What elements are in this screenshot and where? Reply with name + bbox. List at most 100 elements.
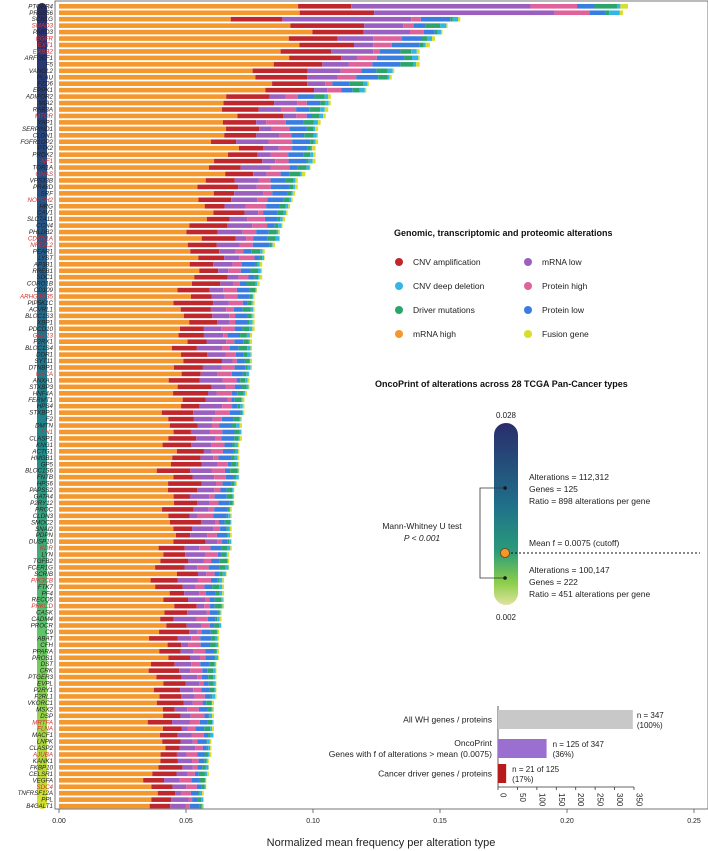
bar-segment-fusion [209,752,212,757]
gene-label: P2RX1 [33,339,53,346]
bar-segment-mrna-low [331,49,374,54]
bar-segment-prot-low [288,158,307,164]
gene-label: EXT1 [38,42,53,49]
bar-segment-prot-low [189,803,200,809]
bar-segment-prot-high [191,732,204,738]
bar-segment-mrna-high [59,461,171,467]
gene-labels-group: PTGER4PRSS56SCN1GSMAD3PARD3EGFREXT1ERBB2… [18,3,55,810]
bar-segment-fusion [220,610,222,615]
bar-segment-mrna-high [59,410,162,415]
bar-segment-prot-high [216,481,223,486]
bar-segment-mrna-high [59,36,289,41]
gene-label: GATA4 [34,494,54,501]
gene-label: MSX2 [36,706,53,713]
bar-segment-driver [229,500,233,506]
gene-label: NF1 [41,158,53,165]
bar-segment-mrna-high [59,249,191,254]
bar-segment-cnv-del [247,365,251,370]
bar-segment-cnv-del [609,10,620,16]
mean-cutoff-label: Mean f = 0.0075 (cutoff) [529,538,619,548]
bar-segment-driver [206,739,208,744]
bar-segment-mrna-low [177,636,192,641]
bar-segment-fusion [248,371,250,377]
bar-segment-driver [207,668,214,673]
bar-segment-fusion [228,565,230,570]
bar-segment-cnv-amp [149,803,171,809]
bar-segment-prot-low [210,545,222,551]
bar-segment-mrna-high [59,287,178,293]
bar-segment-cnv-amp [173,474,193,480]
bar-segment-mrna-high [59,745,166,751]
gene-label: PR48D [33,184,53,191]
bar-segment-mrna-low [217,320,230,325]
bar-segment-prot-low [198,758,205,764]
bar-segment-prot-high [197,565,209,570]
gene-label: FN1 [41,429,53,436]
bar-segment-prot-high [187,771,195,777]
summary-tick-label: 250 [596,793,605,807]
comparison-bracket [479,487,505,579]
bar-segment-mrna-high [59,223,190,228]
bar-segment-prot-low [361,68,377,74]
bar-segment-fusion [212,726,214,731]
bar-segment-mrna-high [59,242,188,248]
bar-segment-prot-high [279,133,292,138]
bar-segment-cnv-amp [168,436,197,441]
bar-segment-prot-high [215,520,219,525]
bar-segment-cnv-amp [194,274,228,280]
bar-segment-prot-high [209,500,219,506]
bar-segment-prot-low [227,332,241,338]
bar-segment-prot-low [225,474,233,480]
bar-segment-cnv-del [204,778,206,783]
bar-segment-prot-low [202,745,207,751]
gene-label: PDCD10 [29,326,54,333]
gene-label: SCRIB [34,571,53,578]
bar-segment-mrna-low [176,752,187,757]
bar-segment-cnv-amp [213,210,245,215]
bar-segment-prot-low [372,62,401,67]
bar-segment-fusion [416,62,420,67]
bar-segment-prot-low [200,661,210,667]
bar-segment-prot-high [204,603,211,609]
bar-segment-prot-low [208,565,220,570]
bar-segment-mrna-low [190,532,208,538]
bar-segment-prot-high [373,36,403,41]
bar-segment-prot-high [296,113,307,119]
bar-segment-fusion [238,474,240,480]
bar-segment-mrna-low [190,429,210,435]
bar-segment-driver [237,391,244,396]
bar-segment-prot-high [192,700,203,706]
summary-value-label: (17%) [512,775,534,784]
bar-segment-prot-low [210,578,218,583]
bar-segment-cnv-del [213,674,216,680]
bar-segment-fusion [210,745,212,751]
gene-label: YAP1 [38,119,53,126]
bar-segment-mrna-high [59,571,177,577]
x-tick-label: 0.15 [433,818,447,825]
bar-segment-driver [214,649,217,654]
gene-label: CLASP2 [29,745,53,752]
bar-segment-cnv-del [324,94,329,99]
summary-category-label: Genes with f of alterations > mean (0.00… [329,749,492,759]
bar-segment-cnv-del [239,416,241,422]
bar-segment-mrna-low [189,655,200,661]
bar-segment-prot-high [233,281,240,286]
bar-segment-mrna-low [181,726,188,731]
bar-segment-fusion [286,210,288,215]
bar-segment-cnv-amp [186,229,218,235]
bar-segment-cnv-del [216,649,218,654]
bar-segment-prot-high [194,694,205,699]
bar-segment-prot-low [216,532,227,538]
bar-segment-prot-low [201,687,210,693]
bar-segment-cnv-del [232,494,234,499]
gene-label: CDKN1A [28,236,53,243]
bar-segment-cnv-amp [168,481,202,486]
main-stacked-bar-chart: PTGER4PRSS56SCN1GSMAD3PARD3EGFREXT1ERBB2… [18,0,708,825]
bar-segment-driver [310,139,314,145]
bar-segment-prot-low [200,642,211,648]
bar-segment-mrna-low [190,468,212,473]
summary-tick-label: 350 [635,793,644,807]
bar-segment-cnv-amp [155,584,183,590]
bar-segment-prot-low [211,558,220,564]
bar-segment-mrna-high [59,513,169,519]
